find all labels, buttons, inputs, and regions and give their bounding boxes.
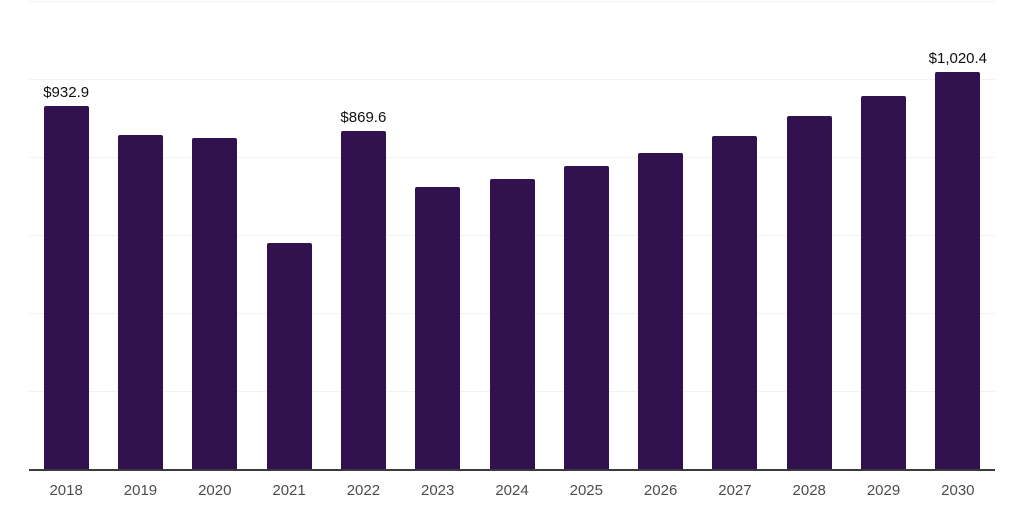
data-label-2022: $869.6 [340,108,387,126]
x-tick-2021: 2021 [272,482,306,499]
bar-2029[interactable] [861,96,907,470]
bar-2022[interactable] [340,130,386,470]
bar-2024[interactable] [489,178,535,470]
bar-2019[interactable] [117,134,163,470]
bar-2021[interactable] [266,243,312,470]
bar-2025[interactable] [563,165,609,470]
x-tick-2024: 2024 [495,482,529,499]
x-tick-2028: 2028 [792,482,826,499]
bar-2030[interactable] [935,72,981,470]
bar-2018[interactable] [43,106,89,470]
bar-2020[interactable] [192,138,238,470]
x-tick-2029: 2029 [866,482,901,499]
gridline-1200 [29,1,995,2]
data-label-2030: $1,020.4 [928,50,988,68]
bar-2028[interactable] [786,116,832,470]
x-tick-2027: 2027 [718,482,752,499]
gridline-800 [29,157,995,158]
x-tick-2018: 2018 [49,482,83,499]
x-tick-2022: 2022 [346,482,381,499]
x-tick-2026: 2026 [643,482,678,499]
bar-2027[interactable] [712,136,758,470]
x-tick-2023: 2023 [421,482,455,499]
x-tick-2019: 2019 [123,482,158,499]
plot-area: $932.9 2018 2019 2020 2021 $869.6 2022 2023 2024… [29,0,995,512]
data-label-2018: $932.9 [43,84,90,102]
x-tick-2030: 2030 [941,482,975,499]
gridline-1000 [29,79,995,80]
bar-2026[interactable] [638,152,684,470]
bar-2023[interactable] [415,186,461,470]
x-axis-line [29,469,995,471]
x-tick-2020: 2020 [198,482,232,499]
x-tick-2025: 2025 [569,482,603,499]
